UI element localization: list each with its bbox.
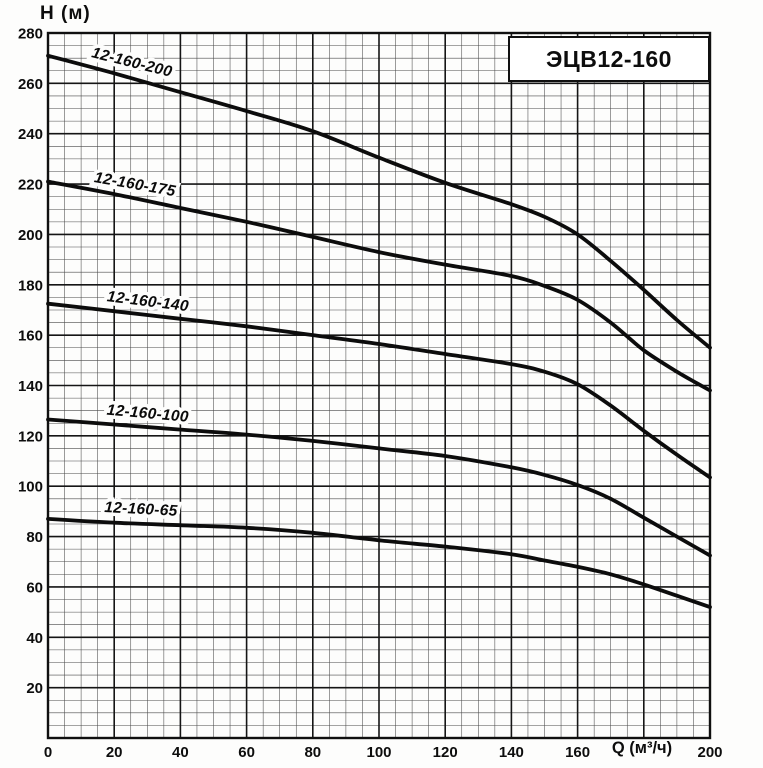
y-tick-label-20: 20 <box>26 680 43 697</box>
y-tick-label-200: 200 <box>18 227 43 244</box>
x-tick-label-120: 120 <box>433 744 458 761</box>
y-axis-title: H (м) <box>40 3 91 24</box>
curve-12-160-140 <box>46 301 712 480</box>
y-tick-label-120: 120 <box>18 428 43 445</box>
curve-12-160-200 <box>46 53 712 350</box>
x-tick-label-160: 160 <box>565 744 590 761</box>
x-tick-label-60: 60 <box>238 744 255 761</box>
y-tick-label-260: 260 <box>18 76 43 93</box>
y-tick-label-40: 40 <box>26 630 43 647</box>
x-tick-label-140: 140 <box>499 744 524 761</box>
y-tick-label-100: 100 <box>18 479 43 496</box>
y-tick-label-140: 140 <box>18 378 43 395</box>
y-tick-label-60: 60 <box>26 579 43 596</box>
y-tick-label-220: 220 <box>18 177 43 194</box>
x-tick-label-20: 20 <box>106 744 123 761</box>
curve-label-12-160-100: 12-160-100 <box>106 402 190 426</box>
y-tick-label-80: 80 <box>26 529 43 546</box>
x-tick-label-100: 100 <box>366 744 391 761</box>
pump-model-title-box: ЭЦВ12-160 <box>508 36 710 82</box>
pump-model-title: ЭЦВ12-160 <box>546 45 672 72</box>
x-axis-title: Q (м³/ч) <box>611 739 673 757</box>
y-tick-label-180: 180 <box>18 277 43 294</box>
y-tick-label-280: 280 <box>18 26 43 43</box>
y-tick-label-240: 240 <box>18 126 43 143</box>
x-tick-label-80: 80 <box>304 744 321 761</box>
curve-label-12-160-175: 12-160-175 <box>93 169 177 200</box>
x-tick-label-0: 0 <box>44 744 52 761</box>
plot-frame <box>46 31 712 740</box>
curve-12-160-175 <box>46 179 712 393</box>
curve-12-160-65 <box>46 517 712 609</box>
y-tick-label-160: 160 <box>18 328 43 345</box>
x-tick-label-200: 200 <box>697 744 722 761</box>
x-tick-label-40: 40 <box>172 744 189 761</box>
curve-12-160-100 <box>46 417 712 558</box>
curve-label-12-160-200: 12-160-200 <box>90 44 174 80</box>
